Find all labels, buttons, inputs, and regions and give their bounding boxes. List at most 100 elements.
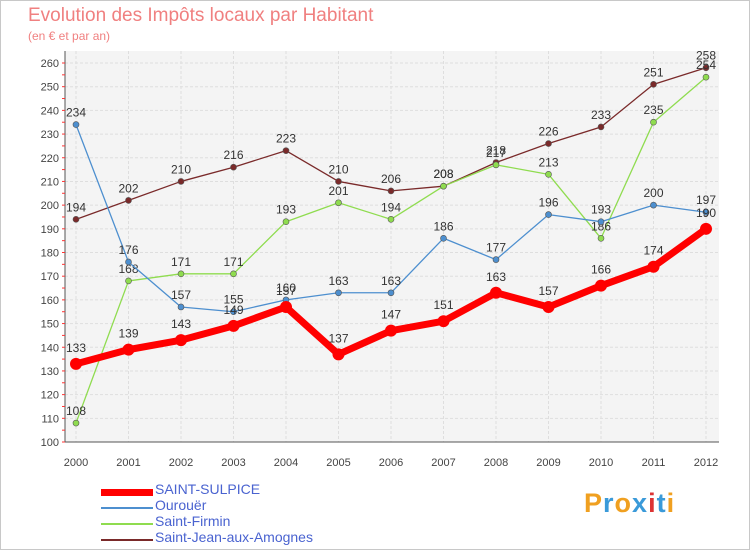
data-label: 210 xyxy=(171,162,191,176)
data-label: 208 xyxy=(433,167,453,181)
x-tick-label: 2007 xyxy=(431,457,455,469)
data-point xyxy=(650,81,657,88)
data-label: 176 xyxy=(118,243,138,257)
data-label: 235 xyxy=(643,103,663,117)
y-tick-label: 150 xyxy=(41,319,59,331)
data-label: 163 xyxy=(486,270,506,284)
data-label: 233 xyxy=(591,108,611,122)
data-point xyxy=(490,286,502,299)
legend-label: Ourouër xyxy=(155,497,207,513)
data-point xyxy=(332,348,345,361)
legend-label: SAINT-SULPICE xyxy=(155,481,261,497)
data-point xyxy=(387,187,395,195)
data-point xyxy=(72,216,80,223)
data-label: 163 xyxy=(328,274,348,288)
x-tick-label: 2006 xyxy=(379,457,403,469)
data-point xyxy=(702,208,710,216)
data-point xyxy=(125,258,132,266)
data-point xyxy=(70,357,82,370)
data-point xyxy=(125,277,132,285)
data-label: 171 xyxy=(171,255,191,269)
data-point xyxy=(650,118,657,126)
data-label: 193 xyxy=(591,203,611,217)
data-point xyxy=(280,300,292,313)
plot-area xyxy=(65,51,719,442)
data-label: 226 xyxy=(538,125,558,139)
y-tick-label: 240 xyxy=(41,105,59,117)
legend-swatch-saint-jean xyxy=(101,539,153,541)
data-label: 157 xyxy=(276,284,296,298)
x-tick-label: 2010 xyxy=(589,457,613,469)
x-tick-label: 2012 xyxy=(694,457,718,469)
y-tick-label: 110 xyxy=(41,413,59,425)
data-point xyxy=(545,171,552,178)
data-point xyxy=(175,334,187,347)
data-point xyxy=(387,289,395,297)
data-label: 133 xyxy=(66,341,86,355)
data-label: 210 xyxy=(328,162,348,176)
data-point xyxy=(72,419,80,427)
x-tick-label: 2005 xyxy=(326,457,350,469)
data-point xyxy=(700,222,712,235)
data-label: 208 xyxy=(433,167,453,181)
chart-subtitle: (en € et par an) xyxy=(28,29,111,43)
data-label: 223 xyxy=(276,132,296,146)
data-point xyxy=(702,64,710,72)
data-label: 157 xyxy=(538,284,558,298)
data-label: 197 xyxy=(696,193,716,207)
legend-swatch-saint-firmin xyxy=(101,523,153,525)
y-tick-label: 190 xyxy=(41,224,59,236)
logo-letter: P xyxy=(584,488,604,518)
data-point xyxy=(335,199,342,207)
data-point xyxy=(595,279,607,292)
data-point xyxy=(385,324,397,337)
data-point xyxy=(227,319,240,332)
data-point xyxy=(282,218,290,226)
data-point xyxy=(387,216,395,223)
chart-title: Evolution des Impôts locaux par Habitant xyxy=(28,5,374,26)
data-label: 193 xyxy=(276,203,296,217)
logo-letter: i xyxy=(666,488,676,518)
data-label: 186 xyxy=(433,219,453,233)
x-tick-label: 2003 xyxy=(221,457,245,469)
data-point xyxy=(545,211,552,218)
y-tick-label: 220 xyxy=(41,153,59,165)
data-label: 200 xyxy=(643,186,663,200)
y-tick-label: 260 xyxy=(41,58,59,70)
data-label: 258 xyxy=(696,49,716,63)
y-tick-label: 230 xyxy=(41,129,59,141)
logo-letter: x xyxy=(632,488,649,518)
data-label: 190 xyxy=(696,206,716,220)
y-tick-label: 140 xyxy=(41,342,59,354)
data-point xyxy=(230,163,237,171)
data-label: 177 xyxy=(486,241,506,255)
x-tick-label: 2001 xyxy=(116,457,140,469)
x-tick-label: 2002 xyxy=(169,457,193,469)
logo-letter: o xyxy=(614,488,633,518)
data-point xyxy=(440,234,447,242)
data-point xyxy=(650,201,657,209)
logo-letter: i xyxy=(648,488,657,518)
data-label: 194 xyxy=(381,200,401,214)
data-label: 149 xyxy=(223,303,243,317)
data-label: 234 xyxy=(66,106,86,120)
logo-letter: r xyxy=(603,488,615,518)
data-label: 217 xyxy=(486,146,506,160)
x-tick-label: 2009 xyxy=(536,457,560,469)
x-tick-label: 2008 xyxy=(484,457,508,469)
data-label: 186 xyxy=(591,219,611,233)
data-point xyxy=(230,308,237,316)
data-point xyxy=(542,300,555,313)
y-tick-label: 160 xyxy=(41,295,59,307)
data-label: 201 xyxy=(328,184,348,198)
legend-swatch-ourouer xyxy=(101,507,153,509)
data-label: 194 xyxy=(66,200,86,214)
data-label: 213 xyxy=(538,155,558,169)
proxiti-logo: Proxiti xyxy=(584,488,675,519)
data-point xyxy=(437,315,450,328)
data-point xyxy=(122,343,135,356)
data-point xyxy=(335,289,342,297)
data-point xyxy=(647,260,660,273)
